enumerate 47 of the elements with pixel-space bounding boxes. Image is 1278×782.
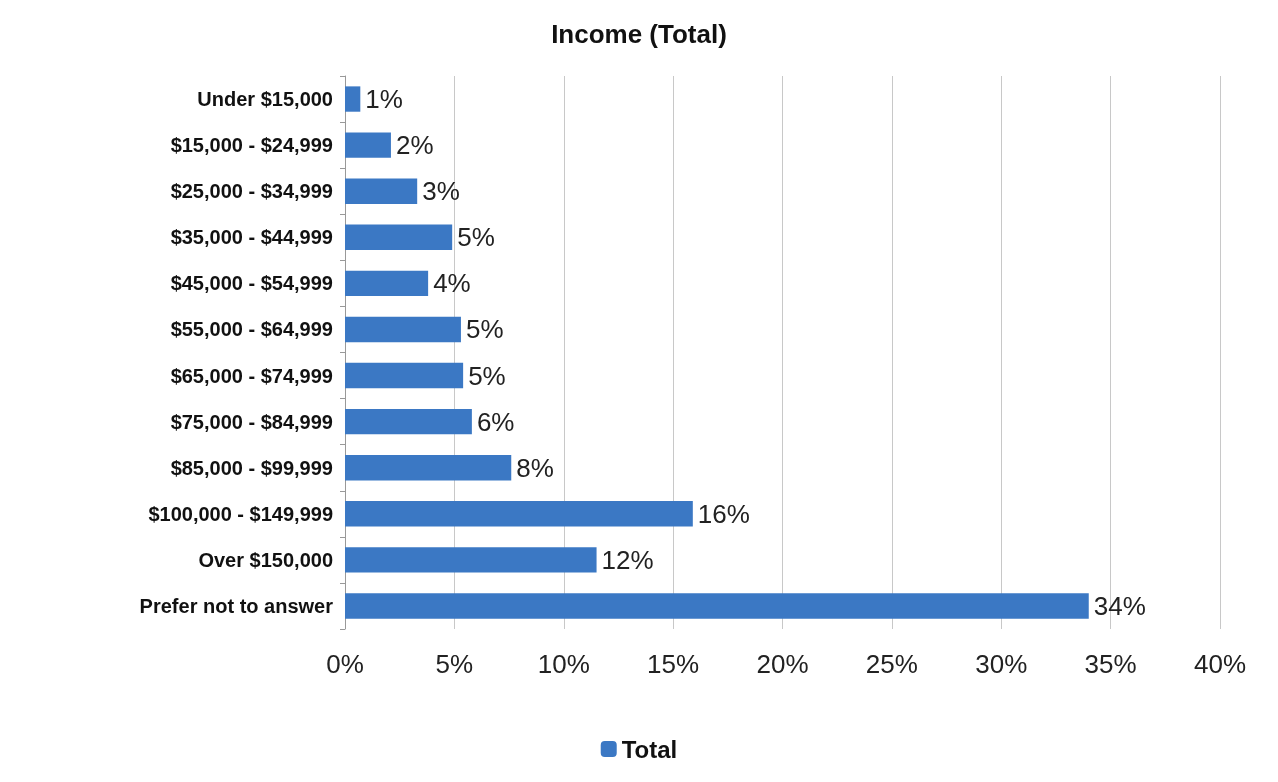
bar xyxy=(345,178,418,204)
x-tick-label: 15% xyxy=(647,649,700,679)
bar xyxy=(345,455,512,481)
y-tick-label: $85,000 - $99,999 xyxy=(170,456,333,479)
y-tick-label: $100,000 - $149,999 xyxy=(148,502,333,525)
y-tick-label: $15,000 - $24,999 xyxy=(170,134,333,157)
data-label: 5% xyxy=(457,222,495,253)
y-tick-label: Under $15,000 xyxy=(197,88,333,111)
x-tick-label: 20% xyxy=(756,649,809,679)
data-label: 4% xyxy=(433,268,471,299)
data-label: 2% xyxy=(395,130,434,161)
x-tick-label: 30% xyxy=(975,649,1028,679)
x-tick-label: 0% xyxy=(326,649,364,679)
data-label: 5% xyxy=(468,360,506,391)
data-label: 12% xyxy=(601,544,654,575)
bar xyxy=(345,547,597,573)
data-label: 1% xyxy=(365,84,403,115)
bar xyxy=(345,270,429,297)
bar xyxy=(345,408,472,435)
y-tick-label: $55,000 - $64,999 xyxy=(170,318,333,341)
bar xyxy=(345,362,464,389)
legend-label: Total xyxy=(621,735,678,763)
bar xyxy=(345,132,391,158)
y-tick-label: $35,000 - $44,999 xyxy=(170,226,333,249)
y-tick-label: Over $150,000 xyxy=(198,548,333,571)
y-tick-label: $45,000 - $54,999 xyxy=(170,272,333,295)
y-tick-label: Prefer not to answer xyxy=(139,594,334,617)
x-tick-label: 35% xyxy=(1084,649,1137,679)
data-label: 5% xyxy=(465,314,504,345)
data-label: 8% xyxy=(516,452,554,483)
bar xyxy=(345,86,361,112)
bar xyxy=(345,316,461,343)
bar xyxy=(345,593,1089,619)
bar xyxy=(345,224,453,250)
data-label: 16% xyxy=(697,498,750,529)
y-tick-label: $65,000 - $74,999 xyxy=(170,364,333,387)
chart-title: Income (Total) xyxy=(551,19,727,49)
data-label: 34% xyxy=(1093,590,1146,621)
x-tick-label: 25% xyxy=(865,649,918,679)
x-tick-label: 10% xyxy=(537,649,590,679)
x-tick-label: 40% xyxy=(1193,649,1247,679)
data-label: 3% xyxy=(422,176,460,207)
data-label: 6% xyxy=(476,406,515,437)
bar xyxy=(345,501,693,527)
y-tick-label: $25,000 - $34,999 xyxy=(170,180,333,203)
x-tick-label: 5% xyxy=(435,649,474,679)
y-tick-label: $75,000 - $84,999 xyxy=(170,410,333,433)
